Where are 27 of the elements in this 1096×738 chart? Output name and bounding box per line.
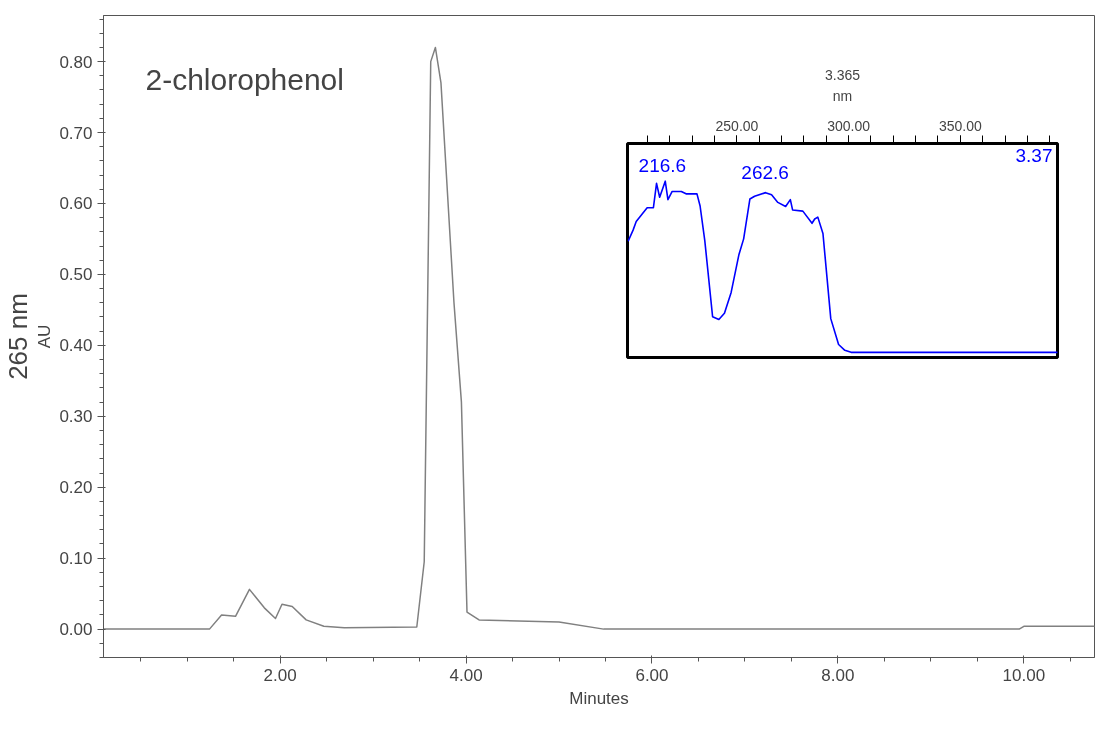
x-tick-label: 300.00 xyxy=(827,117,871,134)
x-axis-title: Minutes xyxy=(569,688,629,708)
y-tick-label: 0.20 xyxy=(59,478,93,498)
text: 265 nm xyxy=(2,293,33,380)
annotation: 216.6 xyxy=(638,155,687,177)
x-tick-label: 8.00 xyxy=(821,665,855,685)
annotation: 3.37 xyxy=(1015,144,1053,166)
x-tick-label: 350.00 xyxy=(938,117,982,134)
y-axis-title: AU xyxy=(35,324,55,349)
y-tick-label: 0.40 xyxy=(59,336,93,356)
line-series xyxy=(103,46,1095,630)
y-tick-label: 0.60 xyxy=(59,194,93,214)
annotation: 3.365 xyxy=(824,66,861,83)
y-tick-label: 0.10 xyxy=(59,549,93,569)
y-tick-label: 0.00 xyxy=(59,620,93,640)
x-tick-label: 4.00 xyxy=(449,665,483,685)
y-tick-label: 0.50 xyxy=(59,265,93,285)
y-tick-label: 0.80 xyxy=(59,52,93,72)
y-tick-label: 0.30 xyxy=(59,407,93,427)
x-tick-label: 250.00 xyxy=(715,117,759,134)
x-axis-title: nm xyxy=(832,87,853,104)
annotation: 2-chlorophenol xyxy=(145,62,344,96)
x-tick-label: 10.00 xyxy=(1002,665,1046,685)
annotation: 262.6 xyxy=(741,162,789,184)
x-tick-label: 6.00 xyxy=(635,665,669,685)
y-tick-label: 0.70 xyxy=(59,123,93,143)
x-tick-label: 2.00 xyxy=(263,665,297,685)
